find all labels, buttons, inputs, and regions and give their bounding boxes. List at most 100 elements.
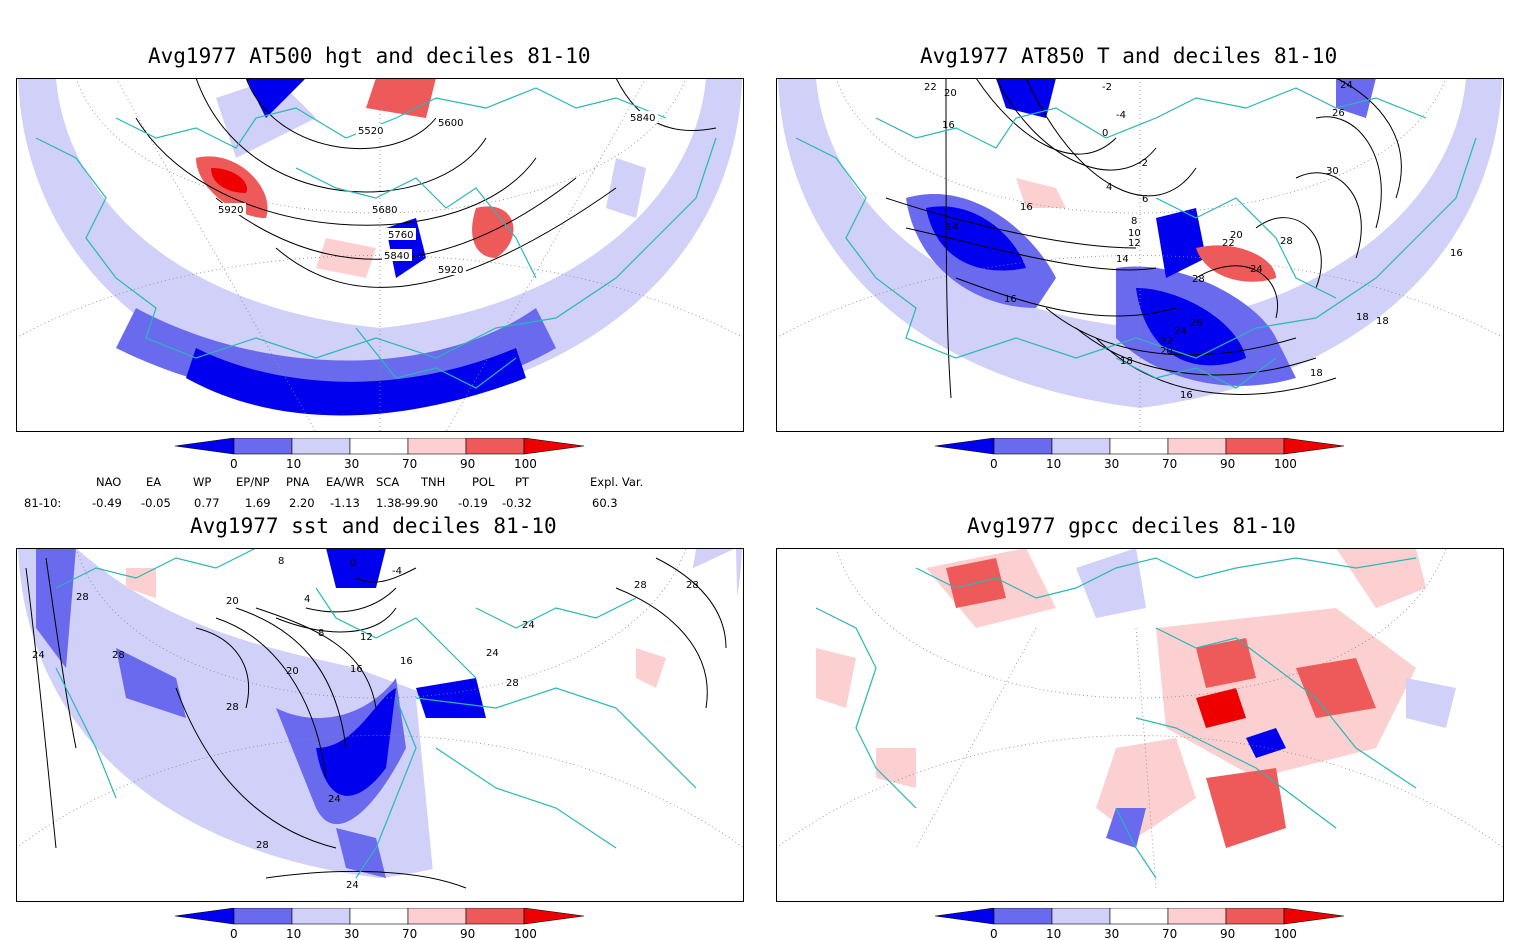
svg-text:22: 22: [1222, 238, 1235, 249]
svg-text:5840: 5840: [384, 251, 409, 262]
svg-text:26: 26: [1332, 108, 1345, 119]
svg-text:4: 4: [304, 594, 310, 605]
svg-text:28: 28: [256, 840, 269, 851]
cbar1-tick-3: 70: [402, 457, 417, 470]
svg-text:18: 18: [1356, 312, 1369, 323]
cbar1-seg3: [349, 438, 409, 455]
tc-value-pna: 2.20: [289, 496, 315, 510]
svg-text:28: 28: [112, 650, 125, 661]
cbar2-seg6: [1283, 438, 1345, 455]
cbar4-tick-5: 100: [1274, 927, 1297, 940]
svg-text:24: 24: [346, 880, 359, 891]
tc-header-eawr: EA/WR: [326, 475, 365, 489]
svg-text:18: 18: [1310, 368, 1323, 379]
cbar2-seg5: [1225, 438, 1285, 455]
svg-text:24: 24: [486, 648, 499, 659]
svg-text:12: 12: [360, 632, 373, 643]
svg-text:28: 28: [1280, 236, 1293, 247]
panel-title-gpcc: Avg1977 gpcc deciles 81-10: [967, 514, 1296, 538]
tc-value-ea: -0.05: [141, 496, 171, 510]
cbar1-seg6: [523, 438, 585, 455]
svg-text:14: 14: [946, 222, 959, 233]
svg-text:18: 18: [1120, 356, 1133, 367]
colorbar-2: 0 10 30 70 90 100: [934, 438, 1345, 470]
svg-text:5600: 5600: [438, 118, 463, 129]
tc-header-explvar: Expl. Var.: [590, 475, 644, 489]
svg-text:16: 16: [1180, 390, 1193, 401]
svg-text:0: 0: [1102, 128, 1108, 139]
svg-text:12: 12: [1128, 238, 1141, 249]
cbar4-tick-3: 70: [1162, 927, 1177, 940]
contour-labels-at500: 5520 5600 5840 5920 5680 5760 5840 5920: [216, 111, 658, 276]
cbar4-seg1: [993, 908, 1053, 925]
svg-text:28: 28: [686, 580, 699, 591]
cbar1-tick-4: 90: [460, 457, 475, 470]
svg-text:16: 16: [1450, 248, 1463, 259]
tc-value-pt: -0.32: [502, 496, 532, 510]
svg-text:20: 20: [1230, 230, 1243, 241]
cbar4-tick-1: 10: [1046, 927, 1061, 940]
cbar2-tick-2: 30: [1104, 457, 1119, 470]
svg-text:28: 28: [506, 678, 519, 689]
cbar3-seg2: [291, 908, 351, 925]
cbar3-seg6: [523, 908, 585, 925]
map-panel-sst: 28 24 28 28 20 8 4 8 12 16 20 28 24 28 2…: [16, 548, 744, 902]
cbar1-seg0: [174, 438, 235, 455]
cbar4-seg0: [934, 908, 995, 925]
svg-text:14: 14: [1116, 254, 1129, 265]
colorbar-4: 0 10 30 70 90 100: [934, 908, 1345, 940]
cbar1-seg2: [291, 438, 351, 455]
tc-header-epnp: EP/NP: [236, 475, 270, 489]
contour-labels-sst: 28 24 28 28 20 8 4 8 12 16 20 28 24 28 2…: [32, 556, 699, 891]
svg-text:-2: -2: [1102, 82, 1112, 93]
cbar2-tick-4: 90: [1220, 457, 1235, 470]
cbar3-tick-4: 90: [460, 927, 475, 940]
tc-header-ea: EA: [146, 475, 162, 489]
svg-text:28: 28: [226, 702, 239, 713]
cbar3-tick-1: 10: [286, 927, 301, 940]
cbar4-tick-2: 30: [1104, 927, 1119, 940]
svg-text:20: 20: [944, 88, 957, 99]
svg-text:18: 18: [1376, 316, 1389, 327]
svg-text:22: 22: [1160, 336, 1173, 347]
tc-header-pt: PT: [515, 475, 529, 489]
svg-text:5920: 5920: [218, 205, 243, 216]
svg-text:8: 8: [278, 556, 284, 567]
svg-text:24: 24: [32, 650, 45, 661]
cbar1-tick-0: 0: [230, 457, 238, 470]
svg-text:16: 16: [350, 664, 363, 675]
tc-value-wp: 0.77: [194, 496, 220, 510]
svg-text:24: 24: [1340, 80, 1353, 91]
cbar4-tick-4: 90: [1220, 927, 1235, 940]
svg-text:30: 30: [1326, 166, 1339, 177]
cbar4-seg6: [1283, 908, 1345, 925]
map-gpcc: [776, 548, 1504, 902]
map-panel-at500: 5520 5600 5840 5920 5680 5760 5840 5920: [16, 78, 744, 432]
contour-labels-at850: 22 20 16 14 -2 -4 0 -2 4 6 8 10 12 14 16…: [924, 80, 1463, 401]
map-panel-at850: 22 20 16 14 -2 -4 0 -2 4 6 8 10 12 14 16…: [776, 78, 1504, 432]
svg-text:24: 24: [1250, 264, 1263, 275]
svg-text:8: 8: [1131, 216, 1137, 227]
cbar2-seg3: [1109, 438, 1169, 455]
svg-text:5760: 5760: [388, 230, 413, 241]
cbar3-tick-2: 30: [344, 927, 359, 940]
svg-text:24: 24: [328, 794, 341, 805]
cbar2-seg0: [934, 438, 995, 455]
map-panel-gpcc: [776, 548, 1504, 902]
tc-value-eawr: -1.13: [330, 496, 360, 510]
tc-value-explvar: 60.3: [592, 496, 618, 510]
colorbar-1: 0 10 30 70 90 100: [174, 438, 585, 470]
cbar3-seg4: [407, 908, 467, 925]
cbar2-tick-5: 100: [1274, 457, 1297, 470]
tc-value-epnp: 1.69: [245, 496, 271, 510]
svg-text:8: 8: [318, 628, 324, 639]
svg-text:28: 28: [76, 592, 89, 603]
cbar2-tick-0: 0: [990, 457, 998, 470]
cbar2-seg4: [1167, 438, 1227, 455]
cbar1-tick-5: 100: [514, 457, 537, 470]
cbar1-tick-1: 10: [286, 457, 301, 470]
cbar1-seg5: [465, 438, 525, 455]
svg-text:20: 20: [226, 596, 239, 607]
cbar1-tick-2: 30: [344, 457, 359, 470]
cbar2-tick-3: 70: [1162, 457, 1177, 470]
